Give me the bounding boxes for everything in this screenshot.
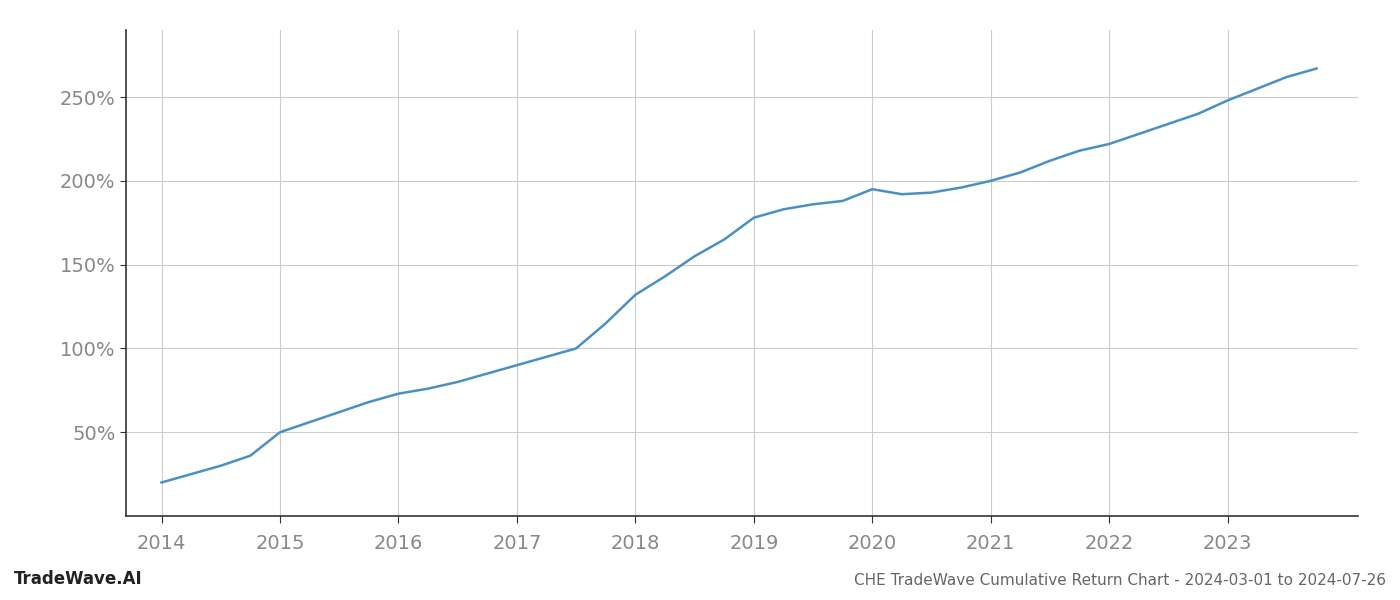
- Text: CHE TradeWave Cumulative Return Chart - 2024-03-01 to 2024-07-26: CHE TradeWave Cumulative Return Chart - …: [854, 573, 1386, 588]
- Text: TradeWave.AI: TradeWave.AI: [14, 570, 143, 588]
